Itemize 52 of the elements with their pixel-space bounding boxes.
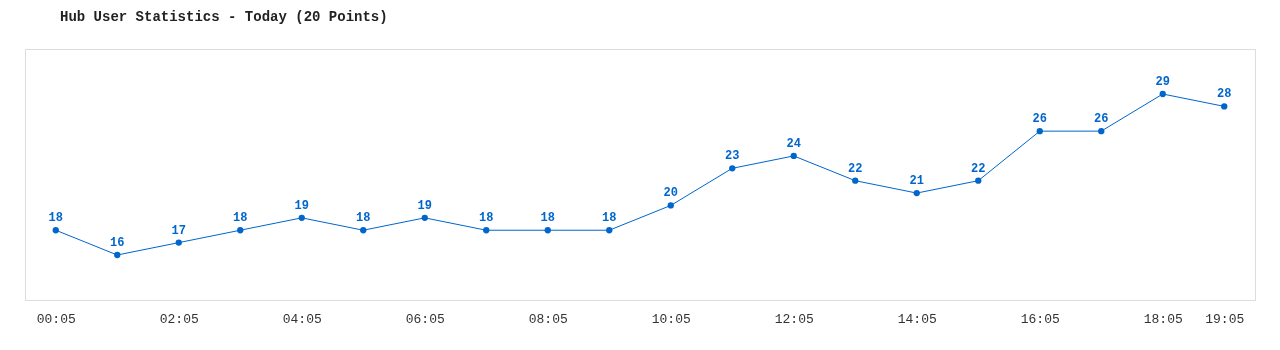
x-tick-label: 14:05: [897, 311, 937, 327]
point: [975, 177, 982, 184]
data-label: 20: [663, 186, 678, 201]
x-tick-label: 12:05: [774, 311, 814, 327]
data-label: 19: [294, 198, 309, 213]
point: [544, 227, 551, 234]
point: [1159, 90, 1166, 98]
point: [790, 152, 797, 160]
data-label: 17: [171, 223, 186, 238]
point: [729, 165, 736, 172]
point: [1221, 103, 1228, 110]
point: [421, 214, 428, 221]
data-label: 18: [540, 211, 555, 226]
data-label: 18: [602, 211, 617, 226]
point: [360, 227, 367, 234]
x-tick-label: 00:05: [36, 311, 76, 327]
chart-title: Hub User Statistics - Today (20 Points): [60, 9, 388, 25]
point: [1036, 128, 1043, 135]
data-label: 26: [1094, 112, 1109, 127]
data-label: 23: [725, 149, 740, 164]
data-label: 18: [356, 211, 371, 226]
x-tick-label: 18:05: [1143, 311, 1183, 327]
data-label: 28: [1217, 87, 1232, 102]
data-label: 21: [909, 174, 924, 189]
data-label: 18: [233, 211, 248, 226]
data-label: 16: [110, 236, 125, 250]
x-tick-label: 16:05: [1020, 311, 1060, 327]
data-label: 24: [786, 136, 801, 151]
x-tick-label: 02:05: [159, 311, 199, 327]
x-tick-label: 04:05: [282, 311, 322, 327]
data-label: 18: [48, 211, 63, 226]
x-tick-label: 19:05: [1205, 311, 1245, 327]
point: [667, 202, 674, 209]
point: [298, 214, 305, 221]
x-tick-label: 10:05: [651, 311, 691, 327]
point: [175, 239, 182, 246]
point: [237, 227, 244, 234]
point: [913, 189, 920, 197]
data-label: 18: [479, 211, 494, 226]
data-label: 22: [971, 161, 986, 176]
x-tick-label: 08:05: [528, 311, 568, 327]
point: [114, 251, 121, 259]
point: [52, 227, 59, 234]
x-tick-label: 06:05: [405, 311, 445, 327]
point: [606, 227, 613, 234]
data-label: 26: [1032, 112, 1047, 127]
point: [852, 177, 859, 184]
point: [483, 227, 490, 234]
point: [1098, 128, 1105, 135]
data-label: 22: [848, 161, 863, 176]
data-label: 29: [1155, 75, 1170, 89]
data-label: 19: [417, 198, 432, 213]
